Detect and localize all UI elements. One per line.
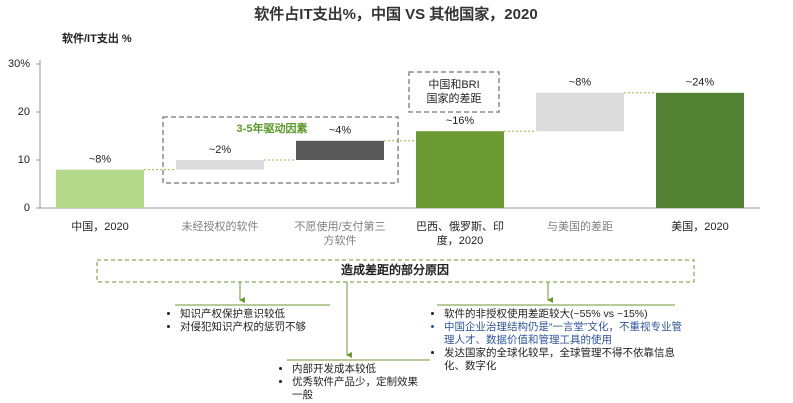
x-tick-label: 巴西、俄罗斯、印度，2020 bbox=[416, 221, 504, 247]
bar bbox=[56, 169, 144, 208]
bar bbox=[536, 92, 624, 132]
x-tick-label: 未经授权的软件 bbox=[181, 221, 259, 233]
x-tick-label: 与美国的差距 bbox=[547, 221, 613, 233]
value-label: ~2% bbox=[209, 144, 232, 156]
causes-title: 造成差距的部分原因 bbox=[341, 262, 449, 277]
bar bbox=[656, 92, 744, 208]
cause: 知识产权保护意识较低 bbox=[180, 308, 350, 321]
cause: 软件的非授权使用差距较大(~55% vs ~15%) bbox=[444, 308, 684, 321]
chart-title: 软件占IT支出%，中国 VS 其他国家，2020 bbox=[254, 5, 537, 23]
x-tick-label: 美国，2020 bbox=[671, 221, 729, 233]
value-label: ~16% bbox=[446, 115, 475, 127]
y-tick-label: 20 bbox=[18, 106, 30, 118]
gap-box bbox=[408, 71, 500, 113]
x-tick-label: 不愿使用/支付第三方软件 bbox=[294, 221, 386, 247]
bar bbox=[416, 131, 504, 208]
y-tick-label: 10 bbox=[18, 154, 30, 166]
gap-label: 国家的差距 bbox=[427, 91, 482, 105]
driver-box bbox=[162, 116, 399, 184]
value-label: ~8% bbox=[569, 77, 592, 89]
y-axis-label: 软件/IT支出 % bbox=[62, 31, 132, 45]
cause: 中国企业治理结构仍是“一言堂”文化，不重视专业管理人才、数据价值和管理工具的使用 bbox=[444, 321, 684, 347]
y-tick-label: 30% bbox=[8, 58, 30, 70]
value-label: ~4% bbox=[329, 125, 352, 137]
causes-box bbox=[96, 259, 695, 283]
cause-list: 知识产权保护意识较低 对侵犯知识产权的惩罚不够 bbox=[168, 308, 350, 334]
bar bbox=[176, 160, 264, 170]
y-tick-label: 0 bbox=[24, 202, 30, 214]
value-label: ~24% bbox=[686, 77, 715, 89]
cause: 优秀软件产品少，定制效果一般 bbox=[292, 376, 427, 402]
cause: 发达国家的全球化较早，全球管理不得不依靠信息化、数字化 bbox=[444, 347, 684, 373]
value-label: ~8% bbox=[89, 154, 112, 166]
gap-label: 中国和BRI bbox=[428, 78, 479, 91]
cause-list: 内部开发成本较低 优秀软件产品少，定制效果一般 bbox=[280, 363, 427, 402]
bar bbox=[296, 140, 384, 160]
cause: 内部开发成本较低 bbox=[292, 363, 427, 376]
x-tick-label: 中国，2020 bbox=[71, 221, 129, 233]
driver-label: 3-5年驱动因素 bbox=[237, 121, 308, 135]
cause-list: 软件的非授权使用差距较大(~55% vs ~15%) 中国企业治理结构仍是“一言… bbox=[432, 308, 684, 373]
cause: 对侵犯知识产权的惩罚不够 bbox=[180, 321, 350, 334]
